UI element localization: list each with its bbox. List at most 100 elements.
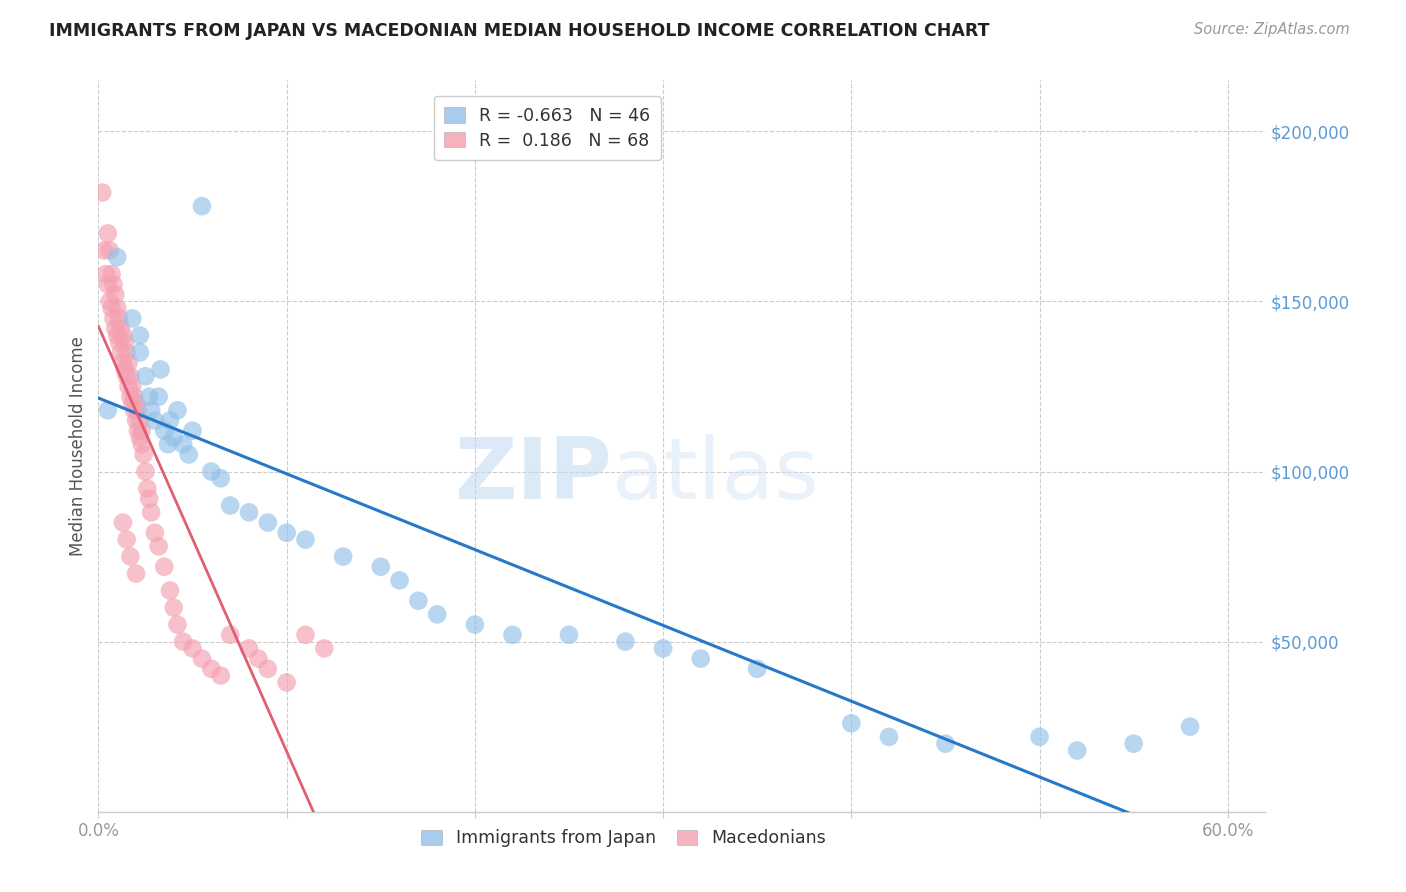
Point — [219, 499, 242, 513]
Point — [134, 369, 156, 384]
Point — [117, 356, 139, 370]
Point — [97, 227, 120, 241]
Point — [139, 403, 162, 417]
Point — [1178, 720, 1201, 734]
Point — [105, 328, 128, 343]
Point — [128, 413, 150, 427]
Point — [1028, 730, 1050, 744]
Legend: Immigrants from Japan, Macedonians: Immigrants from Japan, Macedonians — [413, 822, 834, 855]
Point — [121, 311, 143, 326]
Point — [100, 267, 122, 281]
Point — [558, 628, 581, 642]
Point — [111, 356, 134, 370]
Point — [115, 369, 138, 384]
Point — [209, 471, 232, 485]
Text: ZIP: ZIP — [454, 434, 612, 516]
Text: Source: ZipAtlas.com: Source: ZipAtlas.com — [1194, 22, 1350, 37]
Point — [115, 345, 138, 359]
Point — [294, 628, 316, 642]
Point — [115, 533, 138, 547]
Point — [110, 345, 132, 359]
Point — [120, 549, 142, 564]
Point — [370, 559, 392, 574]
Point — [209, 668, 232, 682]
Point — [136, 482, 159, 496]
Point — [103, 311, 125, 326]
Point — [163, 600, 186, 615]
Point — [128, 328, 150, 343]
Point — [502, 628, 524, 642]
Point — [181, 641, 204, 656]
Point — [934, 737, 956, 751]
Point — [1066, 743, 1088, 757]
Point — [426, 607, 449, 622]
Point — [128, 345, 150, 359]
Point — [219, 628, 242, 642]
Point — [166, 617, 188, 632]
Point — [839, 716, 862, 731]
Point — [153, 559, 176, 574]
Point — [128, 430, 150, 444]
Point — [97, 403, 120, 417]
Point — [104, 321, 127, 335]
Point — [111, 516, 134, 530]
Point — [139, 505, 162, 519]
Point — [464, 617, 486, 632]
Point — [114, 335, 136, 350]
Point — [163, 430, 186, 444]
Point — [125, 566, 148, 581]
Point — [93, 244, 115, 258]
Point — [200, 662, 222, 676]
Point — [172, 437, 194, 451]
Point — [200, 465, 222, 479]
Point — [98, 294, 121, 309]
Point — [131, 437, 153, 451]
Point — [121, 396, 143, 410]
Point — [132, 448, 155, 462]
Point — [148, 540, 170, 554]
Point — [332, 549, 354, 564]
Text: IMMIGRANTS FROM JAPAN VS MACEDONIAN MEDIAN HOUSEHOLD INCOME CORRELATION CHART: IMMIGRANTS FROM JAPAN VS MACEDONIAN MEDI… — [49, 22, 990, 40]
Point — [98, 244, 121, 258]
Point — [153, 424, 176, 438]
Point — [614, 634, 637, 648]
Point — [91, 186, 114, 200]
Point — [105, 250, 128, 264]
Point — [159, 583, 181, 598]
Point — [143, 413, 166, 427]
Point — [120, 369, 142, 384]
Point — [652, 641, 675, 656]
Point — [159, 413, 181, 427]
Point — [117, 379, 139, 393]
Point — [104, 287, 127, 301]
Point — [122, 403, 145, 417]
Point — [122, 390, 145, 404]
Point — [127, 424, 149, 438]
Text: atlas: atlas — [612, 434, 820, 516]
Point — [143, 525, 166, 540]
Point — [181, 424, 204, 438]
Point — [314, 641, 336, 656]
Point — [294, 533, 316, 547]
Point — [689, 651, 711, 665]
Point — [100, 301, 122, 316]
Point — [121, 379, 143, 393]
Point — [134, 465, 156, 479]
Point — [172, 634, 194, 648]
Point — [247, 651, 270, 665]
Point — [191, 651, 214, 665]
Point — [127, 403, 149, 417]
Point — [1122, 737, 1144, 751]
Point — [157, 437, 180, 451]
Point — [114, 362, 136, 376]
Point — [111, 328, 134, 343]
Point — [108, 311, 131, 326]
Point — [148, 390, 170, 404]
Point — [108, 335, 131, 350]
Point — [125, 413, 148, 427]
Point — [256, 516, 278, 530]
Point — [131, 424, 153, 438]
Point — [138, 491, 160, 506]
Point — [191, 199, 214, 213]
Point — [120, 390, 142, 404]
